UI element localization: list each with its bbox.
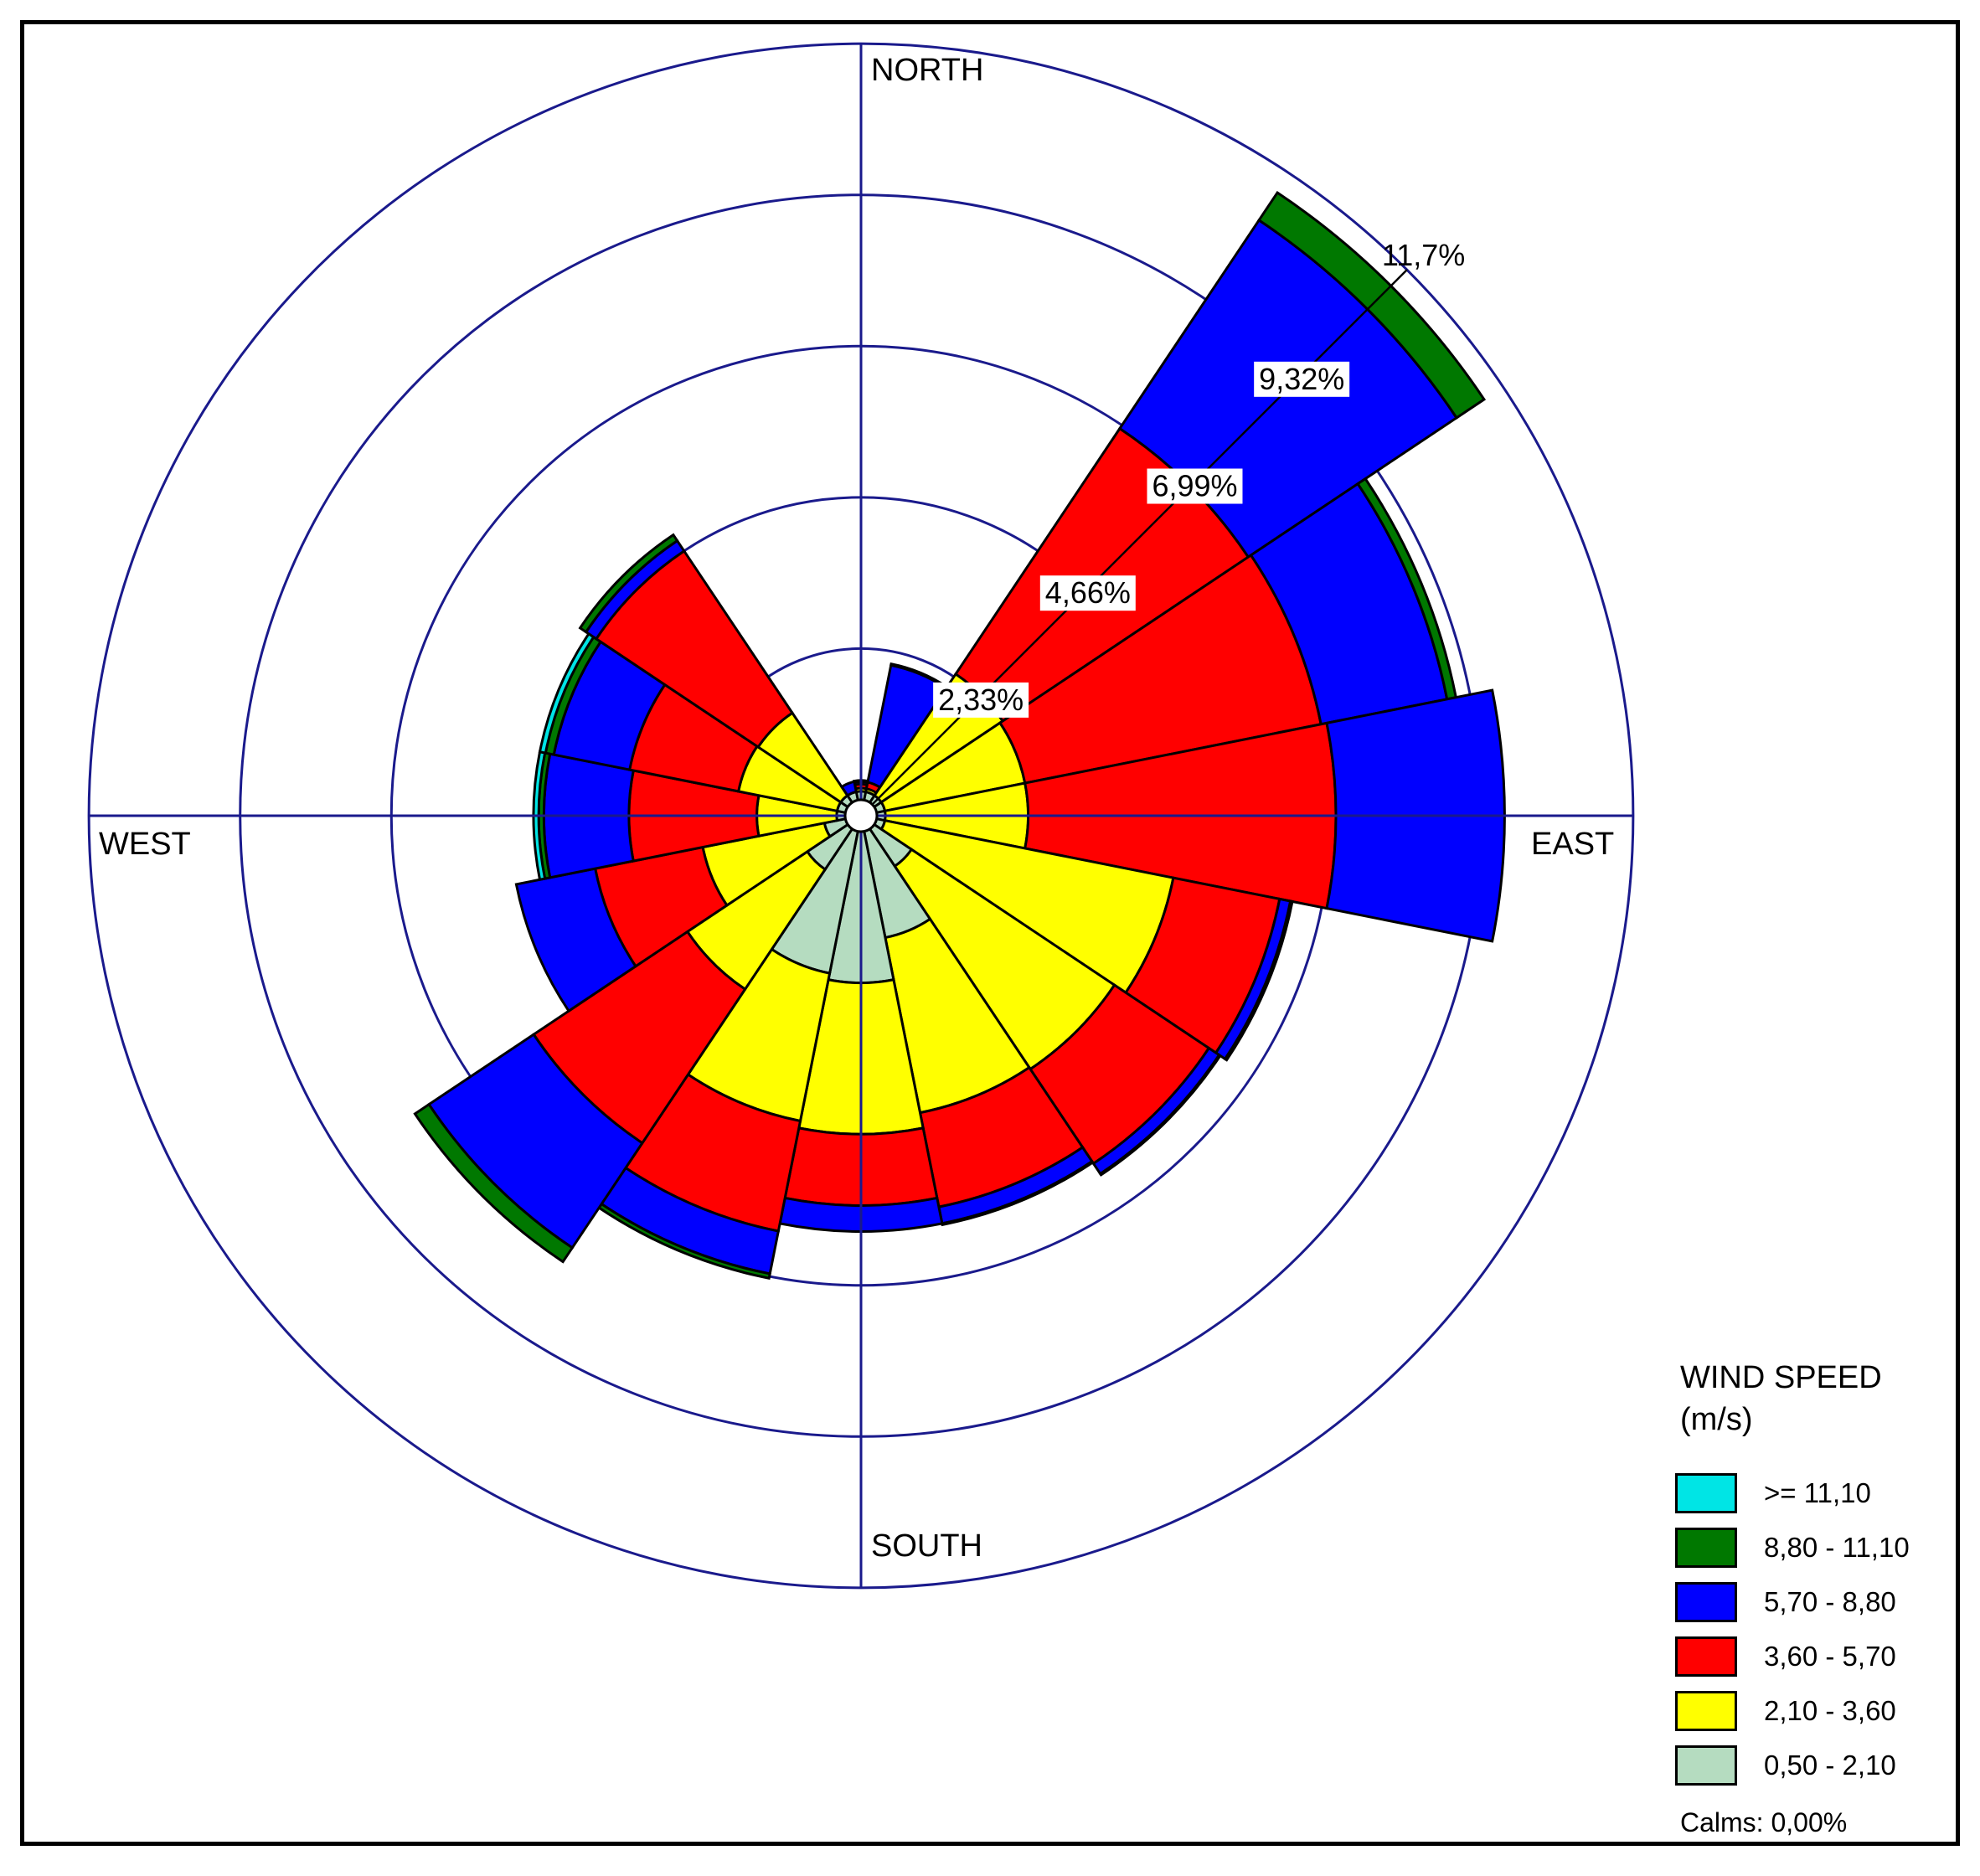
petal-SE-bin-4	[1098, 1053, 1222, 1177]
legend-swatch	[1675, 1581, 1737, 1622]
legend-label: >= 11,10	[1764, 1477, 1871, 1508]
ring-label-bg	[1147, 468, 1243, 504]
legend-title: WIND SPEED (m/s)	[1680, 1360, 1882, 1437]
petal-NW-bin-4	[578, 533, 679, 634]
legend-item: 5,70 - 8,80	[1675, 1574, 1943, 1629]
legend-rows: >= 11,10 8,80 - 11,10 5,70 - 8,80 3,60 - 5,…	[1675, 1466, 1943, 1792]
south-label: SOUTH	[871, 1528, 982, 1564]
ring-label-text: 9,32%	[1259, 362, 1344, 396]
ring-label-text: 11,7%	[1382, 238, 1465, 272]
legend-item: >= 11,10	[1675, 1466, 1943, 1520]
ring-label-text: 4,66%	[1045, 575, 1131, 610]
ring-label-5: 11,7%	[1382, 238, 1465, 272]
calms-label: Calms: 0,00%	[1680, 1807, 1848, 1837]
west-label: WEST	[99, 827, 191, 862]
legend-swatch	[1675, 1472, 1737, 1513]
legend-item: 2,10 - 3,60	[1675, 1683, 1943, 1738]
ring-labels: 2,33% 4,66% 6,99% 9,32% 11,7%	[933, 238, 1465, 718]
ring-label-4: 9,32%	[1254, 361, 1350, 397]
ring-label-bg	[933, 682, 1029, 718]
ring-label-bg	[1254, 361, 1350, 397]
legend-swatch	[1675, 1636, 1737, 1677]
legend-label: 2,10 - 3,60	[1764, 1694, 1896, 1726]
east-label: EAST	[1531, 827, 1614, 862]
center-hole	[843, 798, 879, 833]
petal-SSE-bin-4	[941, 1159, 1095, 1227]
legend-swatch	[1675, 1745, 1737, 1786]
ring-label-3: 6,99%	[1147, 468, 1243, 504]
ring-label-1: 2,33%	[933, 682, 1029, 718]
legend-label: 0,50 - 2,10	[1764, 1749, 1896, 1781]
legend: WIND SPEED (m/s) >= 11,10 8,80 - 11,10 5,7…	[1675, 1357, 1943, 1838]
petal-SW-bin-4	[413, 1102, 575, 1264]
petal-NNW-bin-3	[839, 780, 859, 797]
petal-ESE-bin-4	[1223, 899, 1294, 1062]
legend-item: 0,50 - 2,10	[1675, 1738, 1943, 1792]
legend-item: 8,80 - 11,10	[1675, 1520, 1943, 1574]
legend-label: 5,70 - 8,80	[1764, 1585, 1896, 1617]
ring-label-bg	[1039, 575, 1136, 611]
legend-swatch	[1675, 1527, 1737, 1568]
ring-label-2: 4,66%	[1039, 575, 1136, 611]
ring-label-text: 6,99%	[1152, 469, 1237, 503]
legend-label: 3,60 - 5,70	[1764, 1640, 1896, 1672]
legend-swatch	[1675, 1690, 1737, 1731]
legend-item: 3,60 - 5,70	[1675, 1629, 1943, 1683]
north-label: NORTH	[871, 53, 983, 88]
petal-WSW-bin-3	[514, 867, 638, 1013]
label-ray	[860, 269, 1408, 817]
ring-label-text: 2,33%	[938, 683, 1024, 717]
legend-label: 8,80 - 11,10	[1764, 1531, 1910, 1563]
